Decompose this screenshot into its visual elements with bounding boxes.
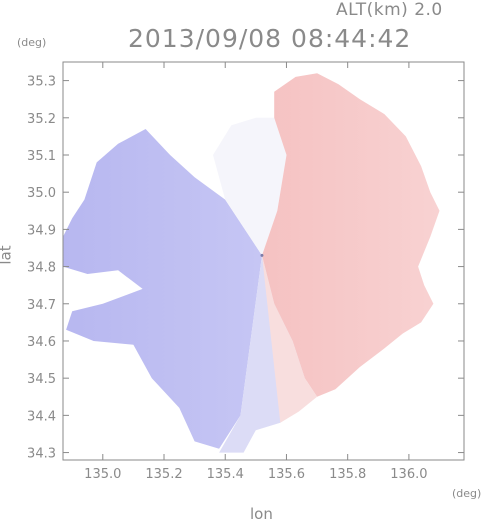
x-ticks: 135.0 135.2 135.4 135.6 135.8 136.0 <box>84 62 428 482</box>
y-tick-label: 35.2 <box>27 112 56 127</box>
x-tick-label: 135.8 <box>329 467 366 482</box>
echo-region-east-south <box>262 255 318 423</box>
echo-region-north <box>213 117 287 256</box>
y-ticks: 34.3 34.4 34.5 34.6 34.7 34.8 34.9 35.0 35.1 35.2… <box>27 75 464 462</box>
x-axis-label: lon <box>250 505 273 523</box>
y-tick-label: 35.1 <box>27 149 56 164</box>
y-tick-label: 35.3 <box>27 75 56 90</box>
x-tick-label: 135.2 <box>145 467 182 482</box>
y-tick-label: 35.0 <box>27 186 56 201</box>
plot-frame <box>62 61 465 461</box>
echo-region-west <box>63 129 262 449</box>
y-tick-label: 34.3 <box>27 447 56 462</box>
echo-regions <box>63 73 440 453</box>
y-tick-label: 34.8 <box>27 261 56 276</box>
echo-region-east <box>262 73 440 397</box>
x-unit-label: (deg) <box>452 487 482 500</box>
x-tick-label: 135.0 <box>84 467 121 482</box>
plot-axes <box>62 61 465 461</box>
radar-site-dot <box>260 253 264 257</box>
altitude-label: ALT(km) 2.0 <box>336 0 443 20</box>
y-tick-label: 34.6 <box>27 335 56 350</box>
y-unit-label: (deg) <box>17 36 47 49</box>
y-tick-label: 34.9 <box>27 223 56 238</box>
y-tick-label: 34.7 <box>27 298 56 313</box>
x-tick-label: 135.6 <box>268 467 305 482</box>
x-tick-label: 135.4 <box>207 467 244 482</box>
y-tick-label: 34.5 <box>27 372 56 387</box>
radar-center-marker <box>260 253 264 257</box>
x-tick-label: 136.0 <box>390 467 427 482</box>
timestamp-title: 2013/09/08 08:44:42 <box>128 24 412 53</box>
y-tick-label: 34.4 <box>27 409 56 424</box>
